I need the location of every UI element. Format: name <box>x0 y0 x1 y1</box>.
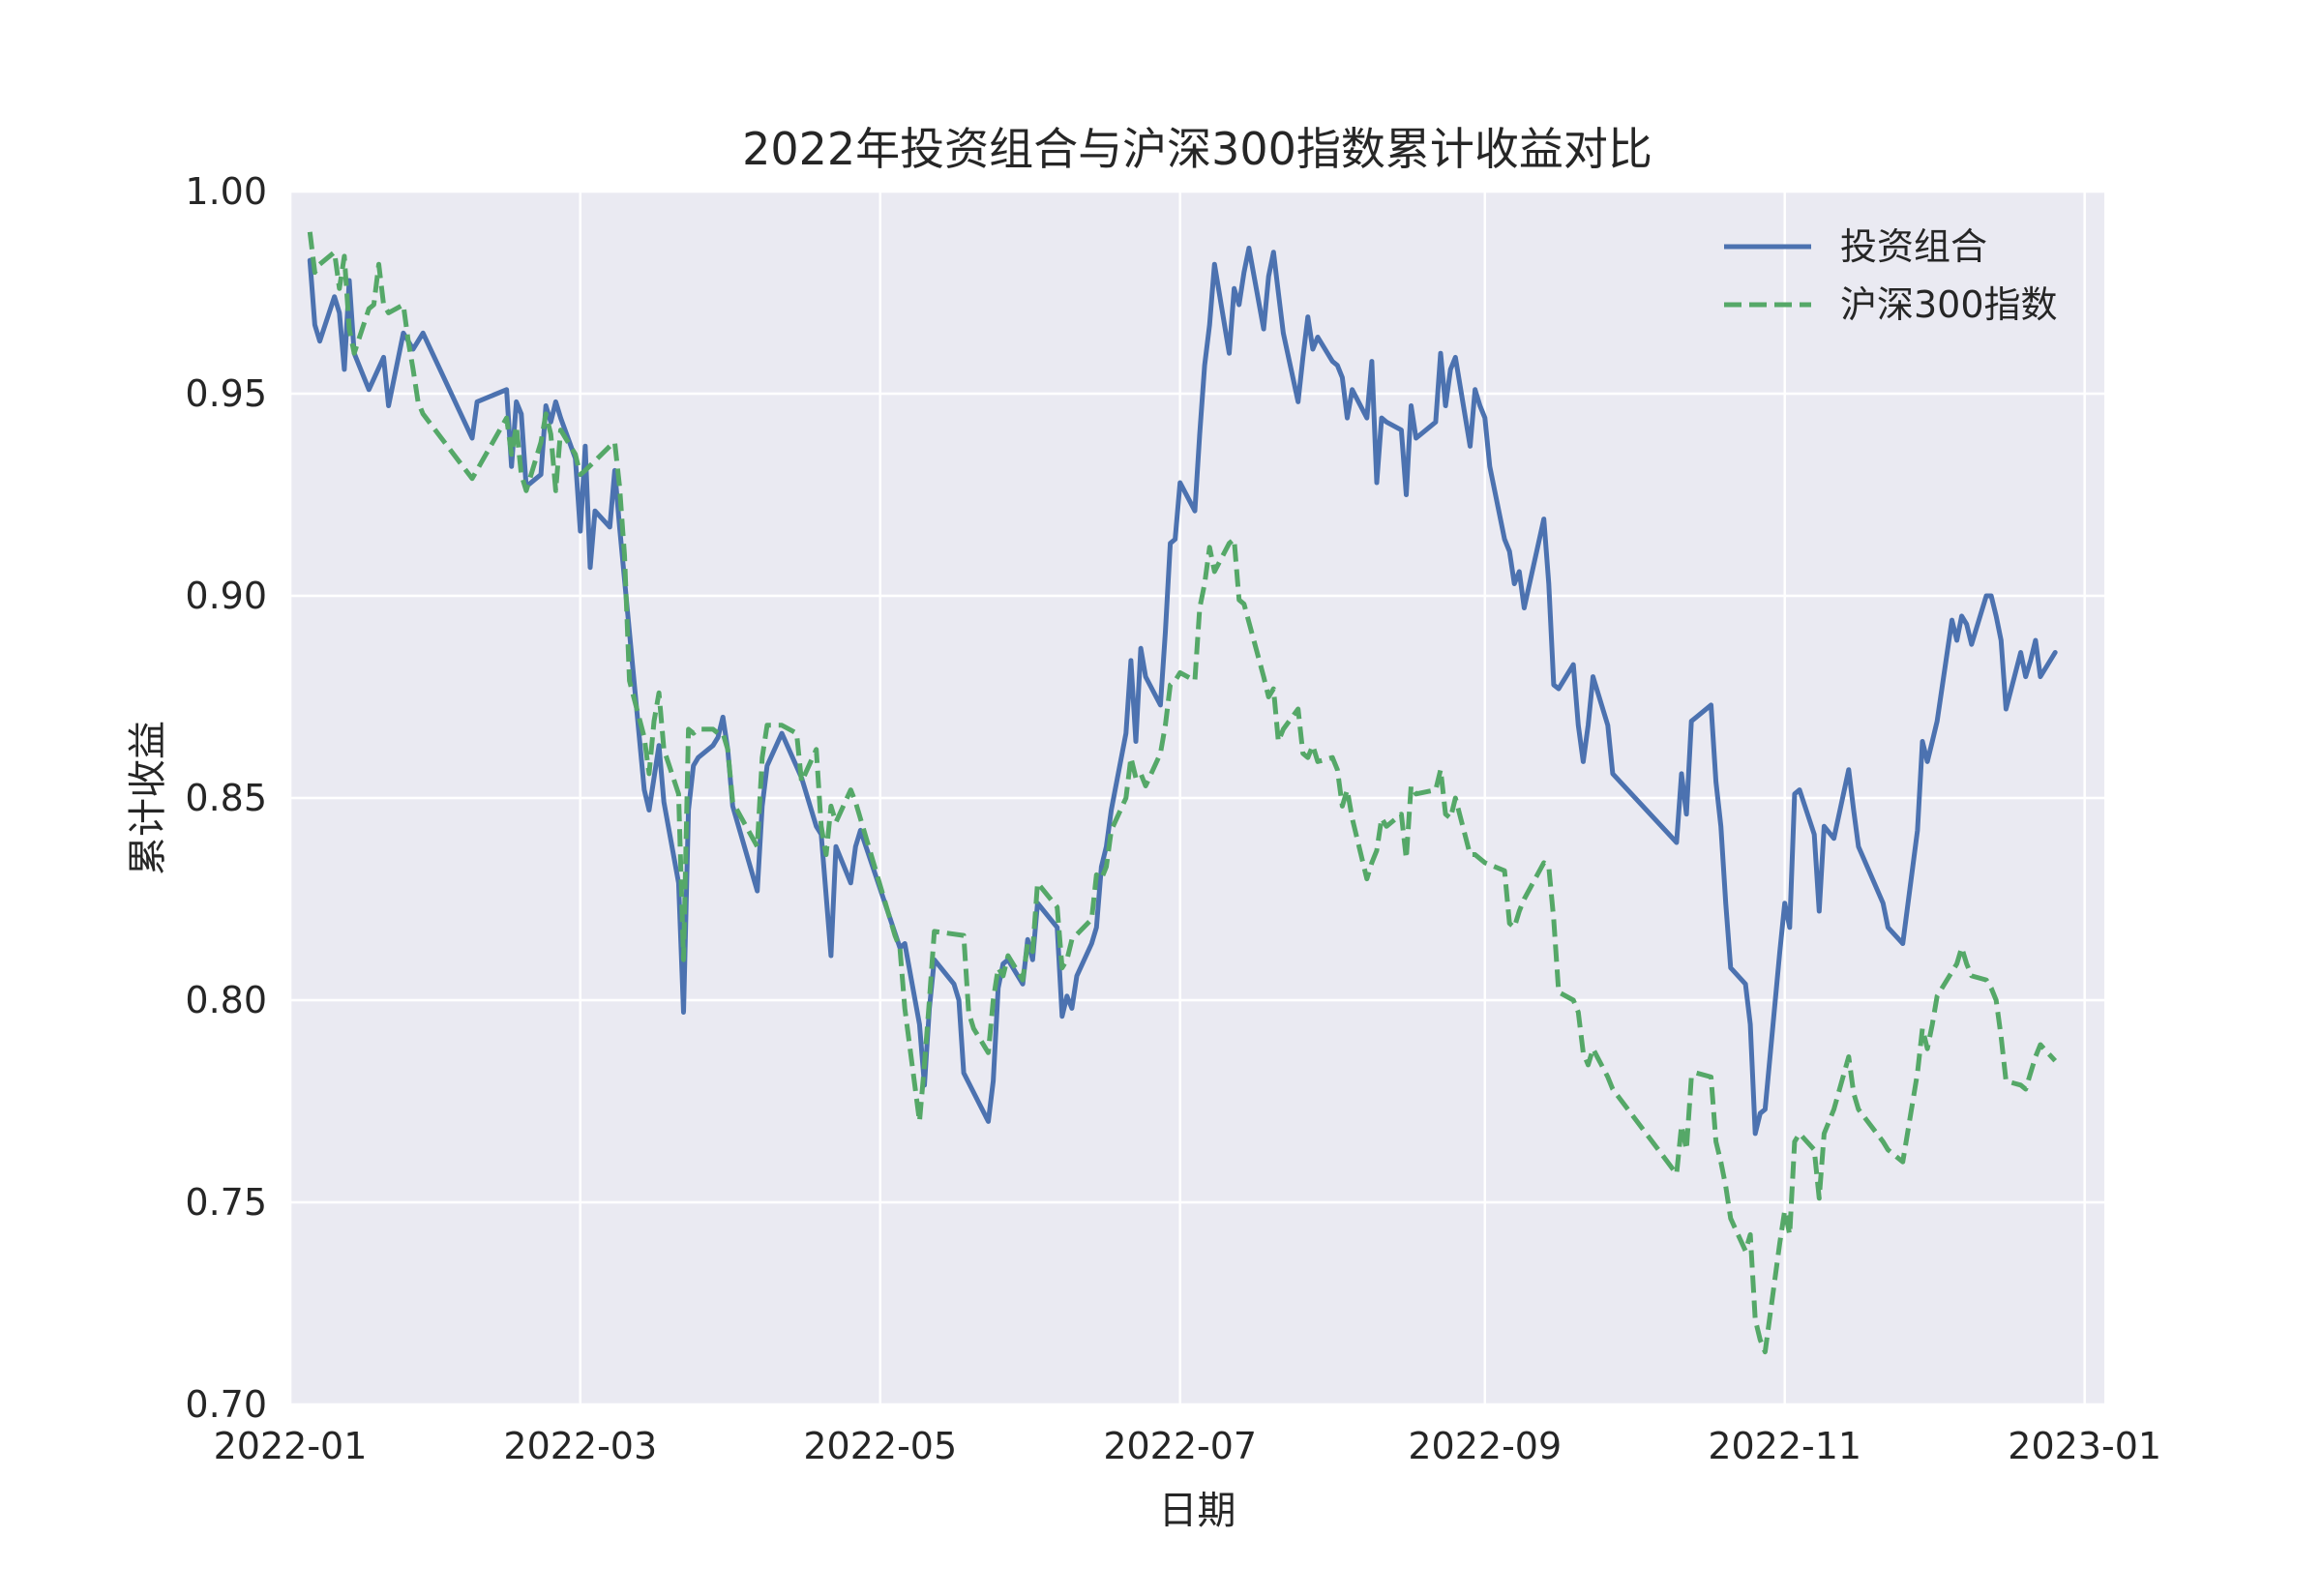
chart-title: 2022年投资组合与沪深300指数累计收益对比 <box>742 123 1652 175</box>
x-tick-label: 2022-01 <box>214 1425 368 1467</box>
y-tick-label: 1.00 <box>185 170 267 213</box>
x-axis-title: 日期 <box>1159 1489 1236 1533</box>
series-line-portfolio <box>307 246 2058 1137</box>
y-axis-title: 累计收益 <box>126 721 170 875</box>
legend-label-portfolio: 投资组合 <box>1840 225 1987 268</box>
x-tick-label: 2022-05 <box>803 1425 957 1467</box>
y-tick-label: 0.75 <box>185 1181 267 1224</box>
x-axis-ticks: 2022-01 2022-03 2022-05 2022-07 2022-09 2022-… <box>214 1425 2161 1467</box>
x-tick-label: 2022-03 <box>503 1425 657 1467</box>
x-tick-label: 2022-07 <box>1103 1425 1257 1467</box>
y-tick-label: 0.90 <box>185 575 267 617</box>
x-tick-label: 2022-09 <box>1408 1425 1562 1467</box>
y-tick-label: 0.70 <box>185 1383 267 1426</box>
y-tick-label: 0.85 <box>185 777 267 819</box>
legend: 投资组合 沪深300指数 <box>1724 225 2058 326</box>
series-line-index <box>307 231 2058 1355</box>
y-axis-ticks: 0.70 0.75 0.80 0.85 0.90 0.95 1.00 <box>185 170 267 1426</box>
series-lines <box>307 231 2058 1355</box>
legend-label-index: 沪深300指数 <box>1840 283 2058 326</box>
x-tick-label: 2023-01 <box>2008 1425 2161 1467</box>
y-tick-label: 0.80 <box>185 979 267 1021</box>
y-tick-label: 0.95 <box>185 372 267 415</box>
x-tick-label: 2022-11 <box>1708 1425 1861 1467</box>
